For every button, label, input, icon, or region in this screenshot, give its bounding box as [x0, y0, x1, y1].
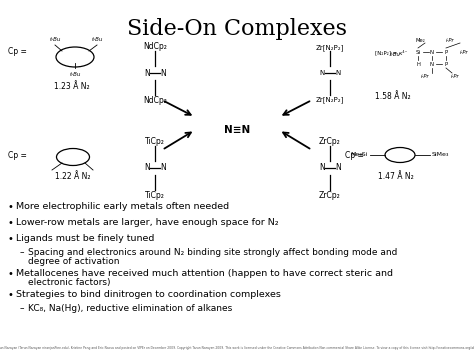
Text: N: N: [430, 49, 434, 55]
Text: More electrophilic early metals often needed: More electrophilic early metals often ne…: [16, 202, 229, 211]
Text: N: N: [335, 164, 341, 173]
Text: •: •: [7, 234, 13, 244]
Text: –: –: [20, 304, 24, 313]
Text: i-Pr: i-Pr: [446, 38, 454, 43]
Text: •: •: [7, 269, 13, 279]
Text: 1.23 Å N₂: 1.23 Å N₂: [54, 82, 90, 91]
Text: 1.22 Å N₂: 1.22 Å N₂: [55, 172, 91, 181]
Text: [N₂P₂] = κ⁴⁻: [N₂P₂] = κ⁴⁻: [375, 49, 407, 55]
Text: t-Bu: t-Bu: [49, 37, 61, 42]
Text: Created by Tarun Narayan (Tarun Narayan niranjanPore.edu), Kristine Peng and Eri: Created by Tarun Narayan (Tarun Narayan …: [0, 346, 474, 350]
Text: ZrCp₂: ZrCp₂: [319, 191, 341, 200]
Text: Cp =: Cp =: [345, 151, 364, 159]
Text: N: N: [319, 164, 325, 173]
Text: Ligands must be finely tuned: Ligands must be finely tuned: [16, 234, 155, 243]
Text: t-Bu: t-Bu: [91, 37, 103, 42]
Text: N: N: [160, 69, 166, 77]
Text: Strategies to bind dinitrogen to coordination complexes: Strategies to bind dinitrogen to coordin…: [16, 290, 281, 299]
Text: Side-On Complexes: Side-On Complexes: [127, 18, 347, 40]
Text: Zr[N₂P₂]: Zr[N₂P₂]: [316, 96, 344, 103]
Text: P: P: [444, 61, 447, 66]
Text: •: •: [7, 218, 13, 228]
Text: TiCp₂: TiCp₂: [145, 191, 165, 200]
Text: N: N: [430, 61, 434, 66]
Text: NdCp₂: NdCp₂: [143, 96, 167, 105]
Text: N: N: [336, 70, 341, 76]
Text: N≡N: N≡N: [224, 125, 250, 135]
Text: Zr[N₂P₂]: Zr[N₂P₂]: [316, 44, 344, 51]
Text: •: •: [7, 290, 13, 300]
Text: H: H: [416, 61, 420, 66]
Text: electronic factors): electronic factors): [28, 278, 110, 287]
Text: N: N: [144, 69, 150, 77]
Text: t-Bu: t-Bu: [390, 51, 401, 56]
Text: N: N: [144, 164, 150, 173]
Text: i-Pr: i-Pr: [460, 49, 469, 55]
Text: t-Bu: t-Bu: [69, 72, 81, 77]
Text: Me₃Si: Me₃Si: [351, 153, 368, 158]
Text: KC₈, Na(Hg), reductive elimination of alkanes: KC₈, Na(Hg), reductive elimination of al…: [28, 304, 232, 313]
Text: N: N: [160, 164, 166, 173]
Text: Cp =: Cp =: [8, 151, 27, 159]
Text: ZrCp₂: ZrCp₂: [319, 137, 341, 146]
Text: Si: Si: [416, 49, 420, 55]
Text: Lower-row metals are larger, have enough space for N₂: Lower-row metals are larger, have enough…: [16, 218, 279, 227]
Text: TiCp₂: TiCp₂: [145, 137, 165, 146]
Text: N: N: [319, 70, 325, 76]
Text: 1.58 Å N₂: 1.58 Å N₂: [375, 92, 410, 101]
Text: NdCp₂: NdCp₂: [143, 42, 167, 51]
Text: i-Pr: i-Pr: [421, 73, 429, 78]
Text: degree of activation: degree of activation: [28, 257, 119, 266]
Text: –: –: [20, 248, 24, 257]
Text: i-Pr: i-Pr: [451, 73, 459, 78]
Text: P: P: [444, 49, 447, 55]
Text: Cp =: Cp =: [8, 48, 27, 56]
Text: 1.47 Å N₂: 1.47 Å N₂: [378, 172, 414, 181]
Text: Spacing and electronics around N₂ binding site strongly affect bonding mode and: Spacing and electronics around N₂ bindin…: [28, 248, 397, 257]
Text: SiMe₃: SiMe₃: [432, 153, 449, 158]
Text: •: •: [7, 202, 13, 212]
Text: Metallocenes have received much attention (happen to have correct steric and: Metallocenes have received much attentio…: [16, 269, 393, 278]
Text: Me₂: Me₂: [415, 38, 425, 43]
